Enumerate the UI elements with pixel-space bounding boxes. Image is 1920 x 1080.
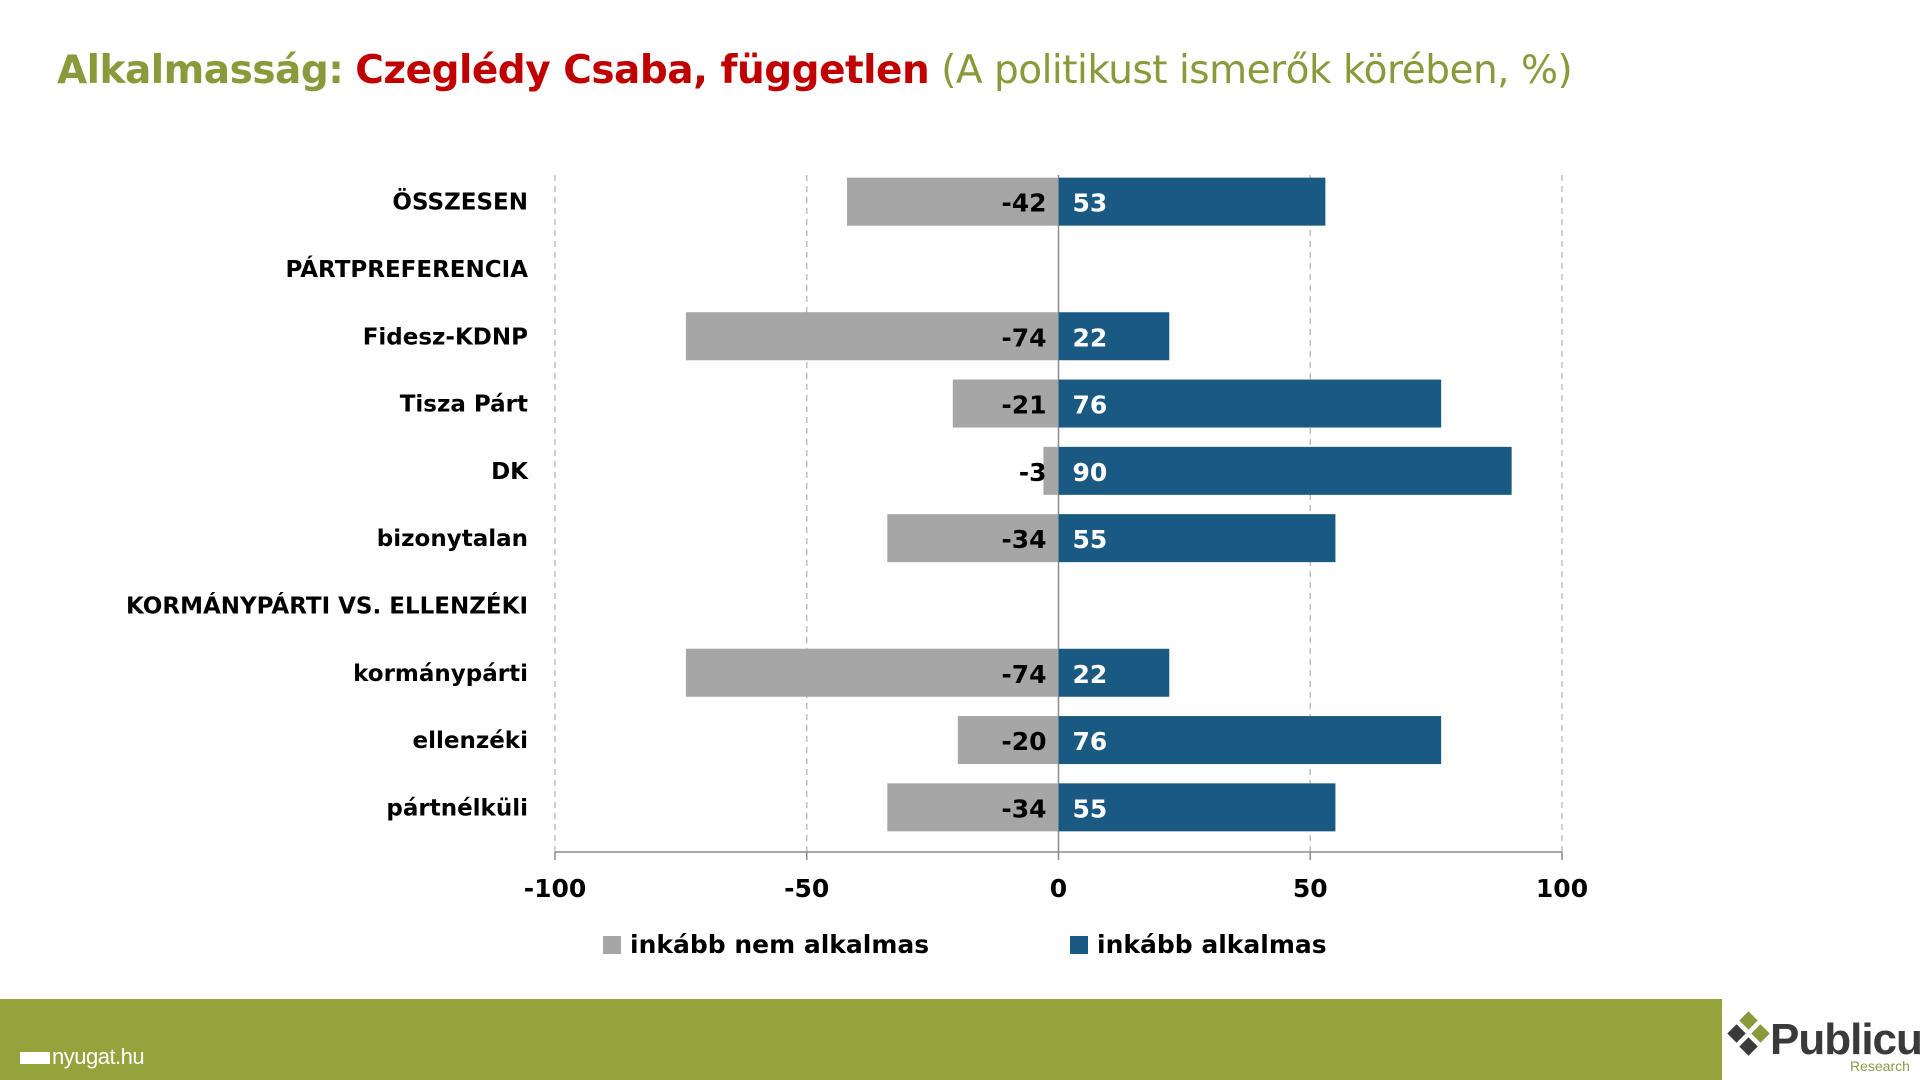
nyugat-logo-icon (20, 1052, 50, 1064)
negative-bar (957, 716, 1059, 765)
positive-value-label: 53 (1073, 189, 1108, 218)
footer-bar (0, 999, 1722, 1080)
positive-value-label: 76 (1073, 727, 1108, 756)
title-subtitle: (A politikust ismerők körében, %) (941, 48, 1573, 93)
positive-bar (1058, 446, 1512, 495)
publicus-logo-word: Publicus (1770, 1015, 1920, 1064)
negative-bar (952, 379, 1059, 428)
positive-value-label: 55 (1073, 794, 1108, 823)
category-label: KORMÁNYPÁRTI VS. ELLENZÉKI (126, 591, 528, 619)
negative-value-label: -3 (1019, 458, 1047, 487)
x-tick-label: -100 (524, 874, 587, 903)
positive-value-label: 22 (1073, 660, 1108, 689)
category-label: ellenzéki (412, 728, 528, 754)
chart-title: Alkalmasság: Czeglédy Csaba, független (… (57, 48, 1573, 93)
x-tick-label: 100 (1536, 874, 1588, 903)
positive-bar (1058, 783, 1336, 832)
positive-value-label: 76 (1073, 391, 1108, 420)
category-label: Fidesz-KDNP (363, 324, 528, 350)
category-label: kormánypárti (353, 661, 528, 687)
x-tick-label: 50 (1293, 874, 1328, 903)
source-watermark: nyugat.hu (20, 1044, 145, 1070)
negative-value-label: -20 (1001, 727, 1046, 756)
category-label: DK (491, 459, 529, 485)
positive-bar (1058, 716, 1442, 765)
legend-swatch-positive (1070, 936, 1088, 954)
legend-swatch-negative (603, 936, 621, 954)
negative-bar (887, 514, 1059, 563)
negative-value-label: -34 (1001, 525, 1046, 554)
positive-value-label: 22 (1073, 323, 1108, 352)
category-label: pártnélküli (386, 795, 528, 821)
negative-bar (685, 648, 1059, 697)
category-label: bizonytalan (377, 526, 528, 552)
negative-value-label: -74 (1001, 323, 1046, 352)
category-label: Tisza Párt (400, 392, 528, 418)
negative-bar (685, 312, 1059, 361)
diverging-bar-chart: -100 -50 0 50 100 ÖSSZESEN -42 53 PÁRTPREFERENCI… (126, 175, 1588, 959)
category-label: PÁRTPREFERENCIA (285, 255, 528, 283)
source-text: nyugat.hu (52, 1044, 145, 1069)
legend-label-positive: inkább alkalmas (1097, 930, 1327, 959)
title-subject: Czeglédy Csaba, független (355, 48, 930, 93)
publicus-logo-sub: Research (1850, 1058, 1910, 1074)
publicus-logo (1722, 999, 1920, 1080)
x-tick-label: -50 (784, 874, 829, 903)
negative-bar (887, 783, 1059, 832)
negative-bar (847, 177, 1059, 226)
positive-value-label: 55 (1073, 525, 1108, 554)
x-tick-label: 0 (1050, 874, 1067, 903)
negative-value-label: -21 (1001, 391, 1046, 420)
negative-value-label: -74 (1001, 660, 1046, 689)
positive-bar (1058, 514, 1336, 563)
legend-label-negative: inkább nem alkalmas (630, 930, 929, 959)
positive-bar (1058, 312, 1170, 361)
positive-bar (1058, 648, 1170, 697)
positive-value-label: 90 (1073, 458, 1108, 487)
negative-value-label: -34 (1001, 794, 1046, 823)
publicus-diamond-icon (1727, 1011, 1770, 1056)
negative-bar (1043, 446, 1059, 495)
title-prefix: Alkalmasság: (57, 48, 344, 93)
category-label: ÖSSZESEN (392, 188, 528, 216)
positive-bar (1058, 177, 1326, 226)
positive-bar (1058, 379, 1442, 428)
negative-value-label: -42 (1001, 189, 1046, 218)
